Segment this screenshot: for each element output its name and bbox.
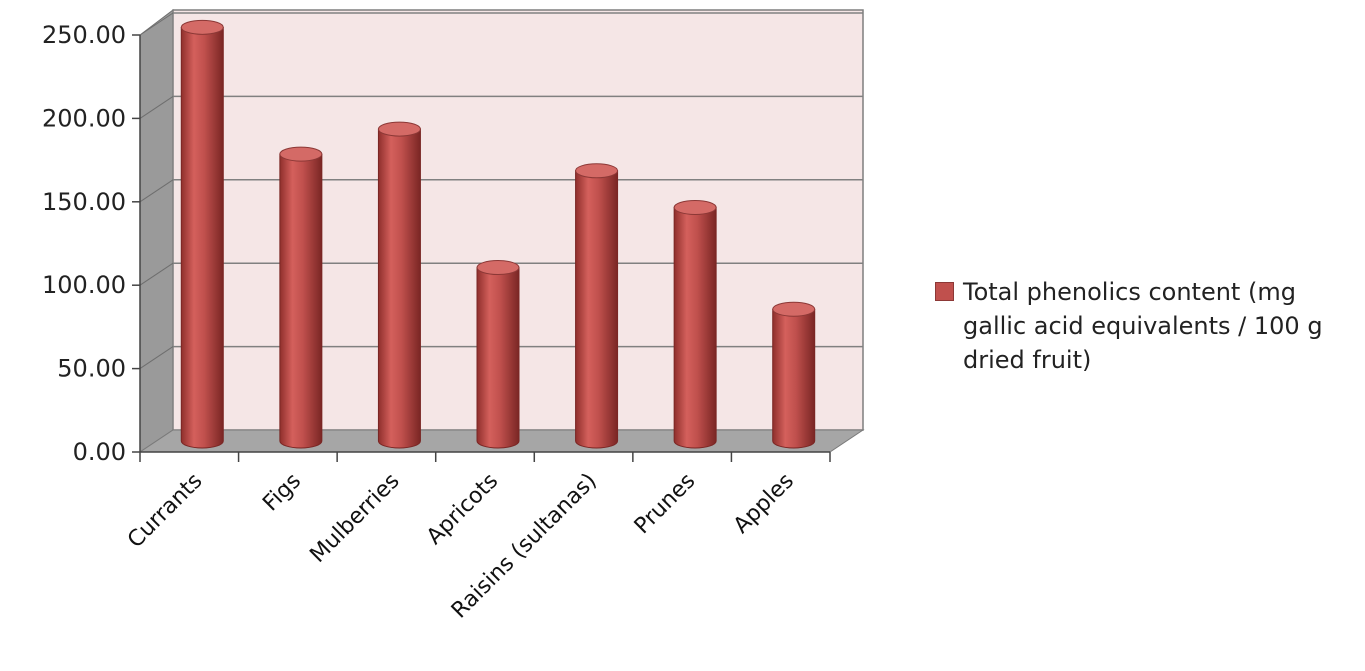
bar: [279, 146, 323, 449]
x-tick-label: Figs: [258, 469, 306, 517]
bar-top: [772, 301, 816, 317]
y-axis-labels: 0.00 50.00 100.00 150.00 200.00 250.00: [42, 21, 126, 466]
y-axis-ticks: [132, 34, 140, 453]
bar: [377, 121, 421, 449]
bar: [673, 199, 717, 449]
bar: [575, 163, 619, 449]
bar-body: [476, 267, 520, 449]
x-tick-label: Apples: [729, 469, 799, 539]
legend-swatch: [935, 282, 954, 301]
gridline-side: [139, 262, 174, 286]
bar-top: [575, 163, 619, 179]
x-axis-ticks: [139, 452, 831, 462]
y-tick-label: 200.00: [42, 104, 126, 132]
gridline-side: [139, 179, 174, 203]
bar-body: [279, 153, 323, 449]
y-tick-label: 0.00: [73, 438, 126, 466]
bar-top: [673, 199, 717, 215]
y-tick-label: 150.00: [42, 188, 126, 216]
bar: [180, 19, 224, 449]
y-tick-label: 250.00: [42, 21, 126, 49]
gridline-side: [139, 95, 174, 119]
bar: [476, 260, 520, 449]
gridline-side: [139, 12, 174, 36]
legend-label: Total phenolics content (mg gallic acid …: [963, 278, 1323, 374]
bars: [180, 19, 816, 449]
x-tick-label: Apricots: [422, 469, 503, 550]
bar-top: [476, 260, 520, 276]
bar-body: [377, 128, 421, 449]
y-tick-label: 100.00: [42, 271, 126, 299]
bar-top: [377, 121, 421, 137]
x-tick-label: Currants: [123, 469, 208, 554]
bar: [772, 301, 816, 449]
bar-top: [180, 19, 224, 35]
bar-body: [772, 308, 816, 449]
bar-body: [180, 26, 224, 449]
bar-body: [673, 206, 717, 449]
y-tick-label: 50.00: [57, 355, 126, 383]
x-tick-label: Mulberries: [305, 469, 404, 568]
chart-side-wall: [139, 8, 174, 453]
x-tick-label: Prunes: [630, 469, 701, 540]
bar-top: [279, 146, 323, 162]
gridline-side: [139, 346, 174, 370]
bar-body: [575, 170, 619, 449]
